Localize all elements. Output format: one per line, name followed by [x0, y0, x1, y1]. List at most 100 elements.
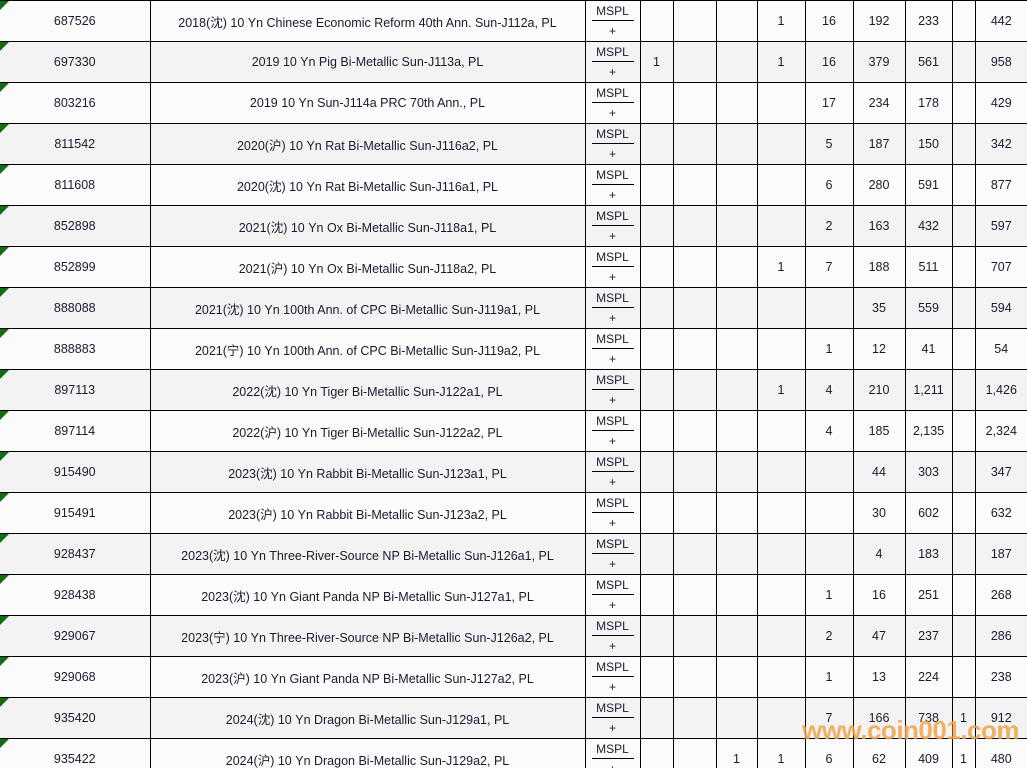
- cell-coin-description[interactable]: 2022(沈) 10 Yn Tiger Bi-Metallic Sun-J122…: [149, 369, 586, 411]
- table-row[interactable]: 811542 2020(沪) 10 Yn Rat Bi-Metallic Sun-…: [0, 123, 1027, 165]
- table-row[interactable]: 697330 2019 10 Yn Pig Bi-Metallic Sun-J11…: [0, 41, 1027, 83]
- cell-population-g6: 16: [852, 574, 906, 616]
- table-row[interactable]: 888883 2021(宁) 10 Yn 100th Ann. of CPC Bi…: [0, 328, 1027, 370]
- cell-coin-description[interactable]: 2021(沈) 10 Yn 100th Ann. of CPC Bi-Metal…: [149, 287, 586, 329]
- table-row[interactable]: 915490 2023(沈) 10 Yn Rabbit Bi-Metallic S…: [0, 451, 1027, 493]
- green-corner-flag-icon: [0, 328, 9, 338]
- cell-population-g5: 4: [804, 369, 854, 411]
- cell-coin-id[interactable]: 915490: [0, 451, 151, 493]
- cell-coin-id[interactable]: 811542: [0, 123, 151, 165]
- cell-population-g5: [804, 287, 854, 329]
- cell-population-g1: [639, 287, 674, 329]
- grade-label-plus: +: [608, 475, 616, 489]
- cell-population-g5: 1: [804, 328, 854, 370]
- cell-coin-id[interactable]: 852898: [0, 205, 151, 247]
- cell-coin-id[interactable]: 935420: [0, 697, 151, 739]
- green-corner-flag-icon: [0, 246, 9, 256]
- cell-population-g6: 35: [852, 287, 906, 329]
- cell-population-g6: 163: [852, 205, 906, 247]
- cell-grade-mspl: MSPL +: [584, 574, 641, 616]
- cell-population-g1: [639, 123, 674, 165]
- cell-coin-description[interactable]: 2018(沈) 10 Yn Chinese Economic Reform 40…: [149, 0, 586, 42]
- cell-population-g3: [715, 656, 758, 698]
- cell-coin-description[interactable]: 2020(沈) 10 Yn Rat Bi-Metallic Sun-J116a1…: [149, 164, 586, 206]
- cell-population-g8: [951, 246, 976, 288]
- grade-label-plus: +: [608, 188, 616, 202]
- cell-population-g1: [639, 738, 674, 768]
- cell-coin-id[interactable]: 852899: [0, 246, 151, 288]
- cell-coin-description[interactable]: 2023(沈) 10 Yn Three-River-Source NP Bi-M…: [149, 533, 586, 575]
- cell-coin-id[interactable]: 811608: [0, 164, 151, 206]
- cell-coin-id[interactable]: 897113: [0, 369, 151, 411]
- cell-population-g2: [672, 205, 717, 247]
- cell-coin-id[interactable]: 935422: [0, 738, 151, 768]
- table-row[interactable]: 803216 2019 10 Yn Sun-J114a PRC 70th Ann.…: [0, 82, 1027, 124]
- cell-coin-id[interactable]: 897114: [0, 410, 151, 452]
- table-row[interactable]: 687526 2018(沈) 10 Yn Chinese Economic Ref…: [0, 0, 1027, 42]
- cell-coin-description[interactable]: 2023(沪) 10 Yn Giant Panda NP Bi-Metallic…: [149, 656, 586, 698]
- table-row[interactable]: 852899 2021(沪) 10 Yn Ox Bi-Metallic Sun-J…: [0, 246, 1027, 288]
- cell-population-g2: [672, 246, 717, 288]
- cell-coin-description[interactable]: 2023(沈) 10 Yn Rabbit Bi-Metallic Sun-J12…: [149, 451, 586, 493]
- cell-coin-description[interactable]: 2023(沈) 10 Yn Giant Panda NP Bi-Metallic…: [149, 574, 586, 616]
- table-row[interactable]: 928438 2023(沈) 10 Yn Giant Panda NP Bi-Me…: [0, 574, 1027, 616]
- table-row[interactable]: 928437 2023(沈) 10 Yn Three-River-Source N…: [0, 533, 1027, 575]
- cell-population-g2: [672, 451, 717, 493]
- cell-coin-id[interactable]: 687526: [0, 0, 151, 42]
- table-row[interactable]: 935422 2024(沪) 10 Yn Dragon Bi-Metallic S…: [0, 738, 1027, 768]
- table-row[interactable]: 852898 2021(沈) 10 Yn Ox Bi-Metallic Sun-J…: [0, 205, 1027, 247]
- cell-coin-id[interactable]: 915491: [0, 492, 151, 534]
- cell-population-g6: 185: [852, 410, 906, 452]
- cell-coin-description[interactable]: 2024(沪) 10 Yn Dragon Bi-Metallic Sun-J12…: [149, 738, 586, 768]
- cell-population-g3: [715, 697, 758, 739]
- cell-population-g3: 1: [715, 738, 758, 768]
- table-row[interactable]: 935420 2024(沈) 10 Yn Dragon Bi-Metallic S…: [0, 697, 1027, 739]
- table-row[interactable]: 929067 2023(宁) 10 Yn Three-River-Source N…: [0, 615, 1027, 657]
- table-row[interactable]: 915491 2023(沪) 10 Yn Rabbit Bi-Metallic S…: [0, 492, 1027, 534]
- cell-coin-id[interactable]: 697330: [0, 41, 151, 83]
- cell-coin-description[interactable]: 2023(沪) 10 Yn Rabbit Bi-Metallic Sun-J12…: [149, 492, 586, 534]
- cell-coin-description[interactable]: 2024(沈) 10 Yn Dragon Bi-Metallic Sun-J12…: [149, 697, 586, 739]
- cell-population-g8: [951, 0, 976, 42]
- cell-population-g2: [672, 82, 717, 124]
- cell-coin-id[interactable]: 803216: [0, 82, 151, 124]
- cell-population-g5: 7: [804, 246, 854, 288]
- table-row[interactable]: 929068 2023(沪) 10 Yn Giant Panda NP Bi-Me…: [0, 656, 1027, 698]
- cell-total: 707: [974, 246, 1027, 288]
- cell-coin-description[interactable]: 2021(宁) 10 Yn 100th Ann. of CPC Bi-Metal…: [149, 328, 586, 370]
- cell-coin-id[interactable]: 928437: [0, 533, 151, 575]
- green-corner-flag-icon: [0, 369, 9, 379]
- cell-coin-description[interactable]: 2023(宁) 10 Yn Three-River-Source NP Bi-M…: [149, 615, 586, 657]
- cell-population-g6: 210: [852, 369, 906, 411]
- table-row[interactable]: 888088 2021(沈) 10 Yn 100th Ann. of CPC Bi…: [0, 287, 1027, 329]
- cell-population-g8: [951, 656, 976, 698]
- cell-population-g4: [756, 410, 806, 452]
- cell-grade-mspl: MSPL +: [584, 410, 641, 452]
- cell-population-g3: [715, 410, 758, 452]
- cell-coin-id[interactable]: 929067: [0, 615, 151, 657]
- cell-population-g7: 251: [904, 574, 953, 616]
- table-row[interactable]: 811608 2020(沈) 10 Yn Rat Bi-Metallic Sun-…: [0, 164, 1027, 206]
- cell-grade-mspl: MSPL +: [584, 287, 641, 329]
- cell-coin-description[interactable]: 2020(沪) 10 Yn Rat Bi-Metallic Sun-J116a2…: [149, 123, 586, 165]
- cell-coin-description[interactable]: 2021(沈) 10 Yn Ox Bi-Metallic Sun-J118a1,…: [149, 205, 586, 247]
- cell-coin-id[interactable]: 888088: [0, 287, 151, 329]
- cell-population-g4: 1: [756, 41, 806, 83]
- cell-coin-description[interactable]: 2021(沪) 10 Yn Ox Bi-Metallic Sun-J118a2,…: [149, 246, 586, 288]
- cell-coin-id[interactable]: 888883: [0, 328, 151, 370]
- table-row[interactable]: 897113 2022(沈) 10 Yn Tiger Bi-Metallic Su…: [0, 369, 1027, 411]
- cell-population-g5: 16: [804, 0, 854, 42]
- table-row[interactable]: 897114 2022(沪) 10 Yn Tiger Bi-Metallic Su…: [0, 410, 1027, 452]
- cell-coin-description[interactable]: 2019 10 Yn Pig Bi-Metallic Sun-J113a, PL: [149, 41, 586, 83]
- cell-population-g1: [639, 164, 674, 206]
- cell-total: 286: [974, 615, 1027, 657]
- cell-coin-description[interactable]: 2019 10 Yn Sun-J114a PRC 70th Ann., PL: [149, 82, 586, 124]
- cell-coin-id[interactable]: 929068: [0, 656, 151, 698]
- cell-population-g8: [951, 369, 976, 411]
- cell-coin-id[interactable]: 928438: [0, 574, 151, 616]
- cell-coin-description[interactable]: 2022(沪) 10 Yn Tiger Bi-Metallic Sun-J122…: [149, 410, 586, 452]
- cell-population-g7: 41: [904, 328, 953, 370]
- grade-label-mspl: MSPL: [591, 699, 634, 718]
